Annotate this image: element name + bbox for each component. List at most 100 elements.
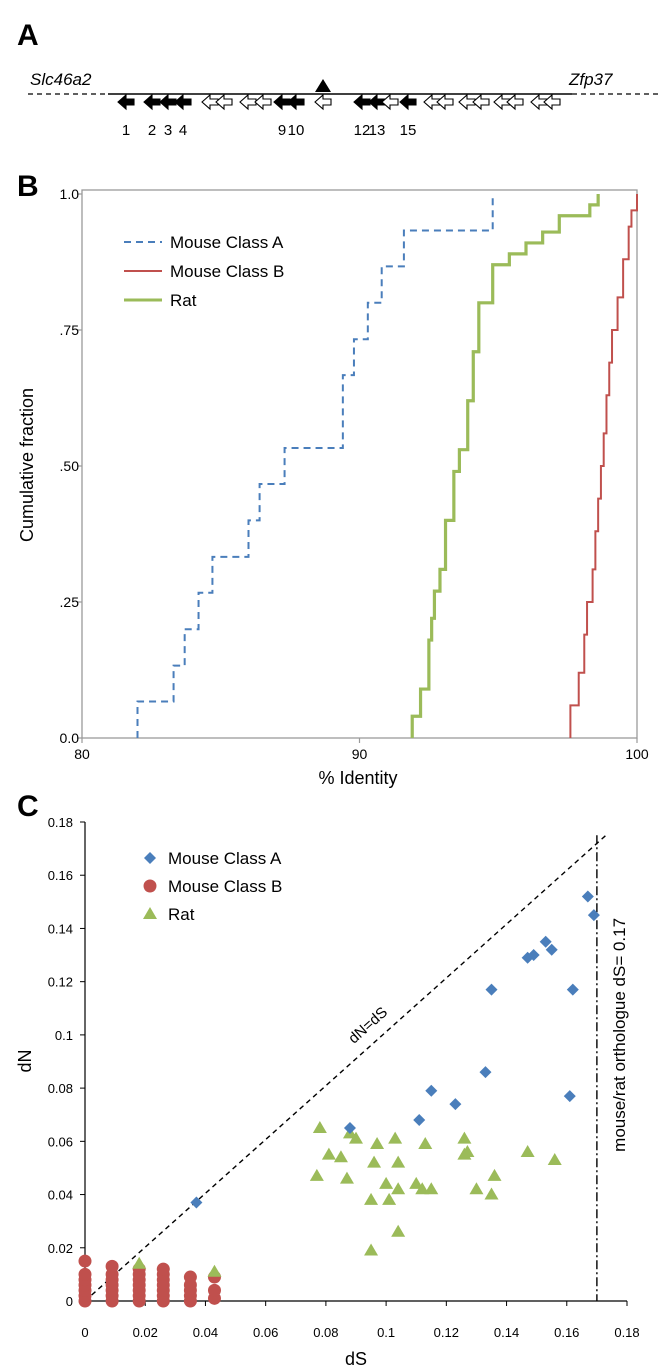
point-rat [409,1176,424,1189]
point-rat [349,1131,363,1144]
series-rat-line [410,194,600,738]
filled-gene-arrow [353,93,371,111]
dn-equals-ds-line [84,834,607,1302]
arrow-number-label: 10 [288,122,305,139]
legend-label-mouse-class-a: Mouse Class A [168,849,282,868]
axis-ticks: 0.0 .25 .50 .75 1.0 80 90 100 [60,186,649,762]
panel-a-label: A [17,19,39,52]
point-rat [424,1182,439,1195]
point-mouse-class-a [539,935,552,948]
legend-marker-mouse-class-b [143,879,157,893]
axis-ticks: 0 0.02 0.04 0.06 0.08 0.1 0.12 0.14 0.16 0.18 0 0.0… [48,815,640,1340]
arrow-number-label: 2 [148,122,156,139]
point-rat [309,1168,324,1181]
point-mouse-class-b [78,1267,92,1281]
point-rat [379,1176,394,1189]
point-rat [391,1224,406,1237]
x-tick-label: 90 [352,746,368,762]
y-tick-label: .75 [60,322,80,338]
point-mouse-class-a [343,1122,356,1135]
arrow-number-label: 4 [179,122,187,139]
arrow-number-label: 12 [354,122,371,139]
point-mouse-class-a [527,949,540,962]
y-tick-label: 0.16 [48,868,73,883]
point-rat [487,1168,502,1181]
legend-marker-mouse-class-a [144,852,156,864]
filled-gene-arrow [159,93,177,111]
open-gene-arrow [239,93,257,111]
open-gene-arrow [215,93,233,111]
arrow-number-label: 13 [369,122,386,139]
y-tick-label: 0.1 [55,1028,73,1043]
point-rat [469,1182,484,1195]
filled-gene-arrow [117,93,135,111]
point-rat [367,1155,382,1168]
x-tick-label: 0.1 [377,1325,395,1340]
orthologue-ds-label: mouse/rat orthologue dS= 0.17 [610,918,629,1152]
point-mouse-class-a [413,1114,426,1127]
point-rat [382,1192,397,1205]
x-tick-label: 0.08 [313,1325,338,1340]
point-rat [339,1171,354,1184]
x-tick-label: 0.04 [193,1325,218,1340]
point-mouse-class-a [485,983,498,996]
x-tick-label: 0.18 [614,1325,639,1340]
point-rat [388,1131,403,1144]
y-tick-label: 0.06 [48,1134,73,1149]
x-tick-label: 0.12 [434,1325,459,1340]
point-rat [391,1155,406,1168]
x-tick-label: 100 [625,746,649,762]
y-tick-label: 0.02 [48,1241,73,1256]
point-mouse-class-b [207,1283,221,1297]
point-mouse-class-a [479,1066,492,1079]
legend-marker-rat [143,907,157,919]
reference-lines: dN=dS mouse/rat orthologue dS= 0.17 [84,834,629,1302]
legend-label-mouse-class-b: Mouse Class B [168,877,282,896]
open-gene-arrow [506,93,524,111]
filled-gene-arrow [143,93,161,111]
point-mouse-class-a [190,1196,203,1209]
x-axis-title: dS [345,1349,367,1369]
panel-c: C 00.020.040.060.080.10.120.140.160.180 0… [15,790,640,1369]
legend-label-rat: Rat [168,905,195,924]
point-rat [484,1187,499,1200]
point-mouse-class-b [183,1270,197,1284]
open-gene-arrow [254,93,272,111]
panel-b: B 0.0.25.50.751.080 90 100 Mouse Class AMo… [17,170,649,788]
filled-gene-arrow [174,93,192,111]
point-mouse-class-a [566,983,579,996]
x-tick-label: 0.02 [133,1325,158,1340]
arrow-number-label: 1 [122,122,130,139]
point-rat [207,1264,222,1277]
open-gene-arrow [381,93,399,111]
legend-label-rat: Rat [170,291,197,310]
legend: Mouse Class A Mouse Class B Rat [143,849,282,924]
point-rat [547,1152,562,1165]
point-rat [391,1182,406,1195]
point-rat [460,1144,475,1157]
x-tick-label: 0.16 [554,1325,579,1340]
dn-equals-ds-label: dN=dS [345,1004,391,1048]
x-tick-label: 80 [74,746,90,762]
point-mouse-class-b [156,1262,170,1276]
y-tick-label: 0 [66,1294,73,1309]
point-rat [364,1243,379,1256]
series-mouse-class-b-line [569,194,638,738]
point-mouse-class-a [449,1098,462,1111]
y-tick-label: 0.14 [48,921,73,936]
open-gene-arrow [543,93,561,111]
point-mouse-class-b [105,1259,119,1273]
arrow-number-label: 9 [278,122,286,139]
point-rat [333,1150,348,1163]
legend: Mouse Class A Mouse Class B Rat [124,233,284,310]
point-mouse-class-a [587,909,600,922]
insertion-triangle-marker [315,79,331,92]
left-gene-label: Slc46a2 [30,70,92,89]
point-rat [520,1144,535,1157]
point-rat [418,1136,433,1149]
point-mouse-class-a [581,890,594,903]
y-axis-title: dN [15,1049,35,1072]
point-rat [370,1136,385,1149]
x-tick-label: 0.06 [253,1325,278,1340]
